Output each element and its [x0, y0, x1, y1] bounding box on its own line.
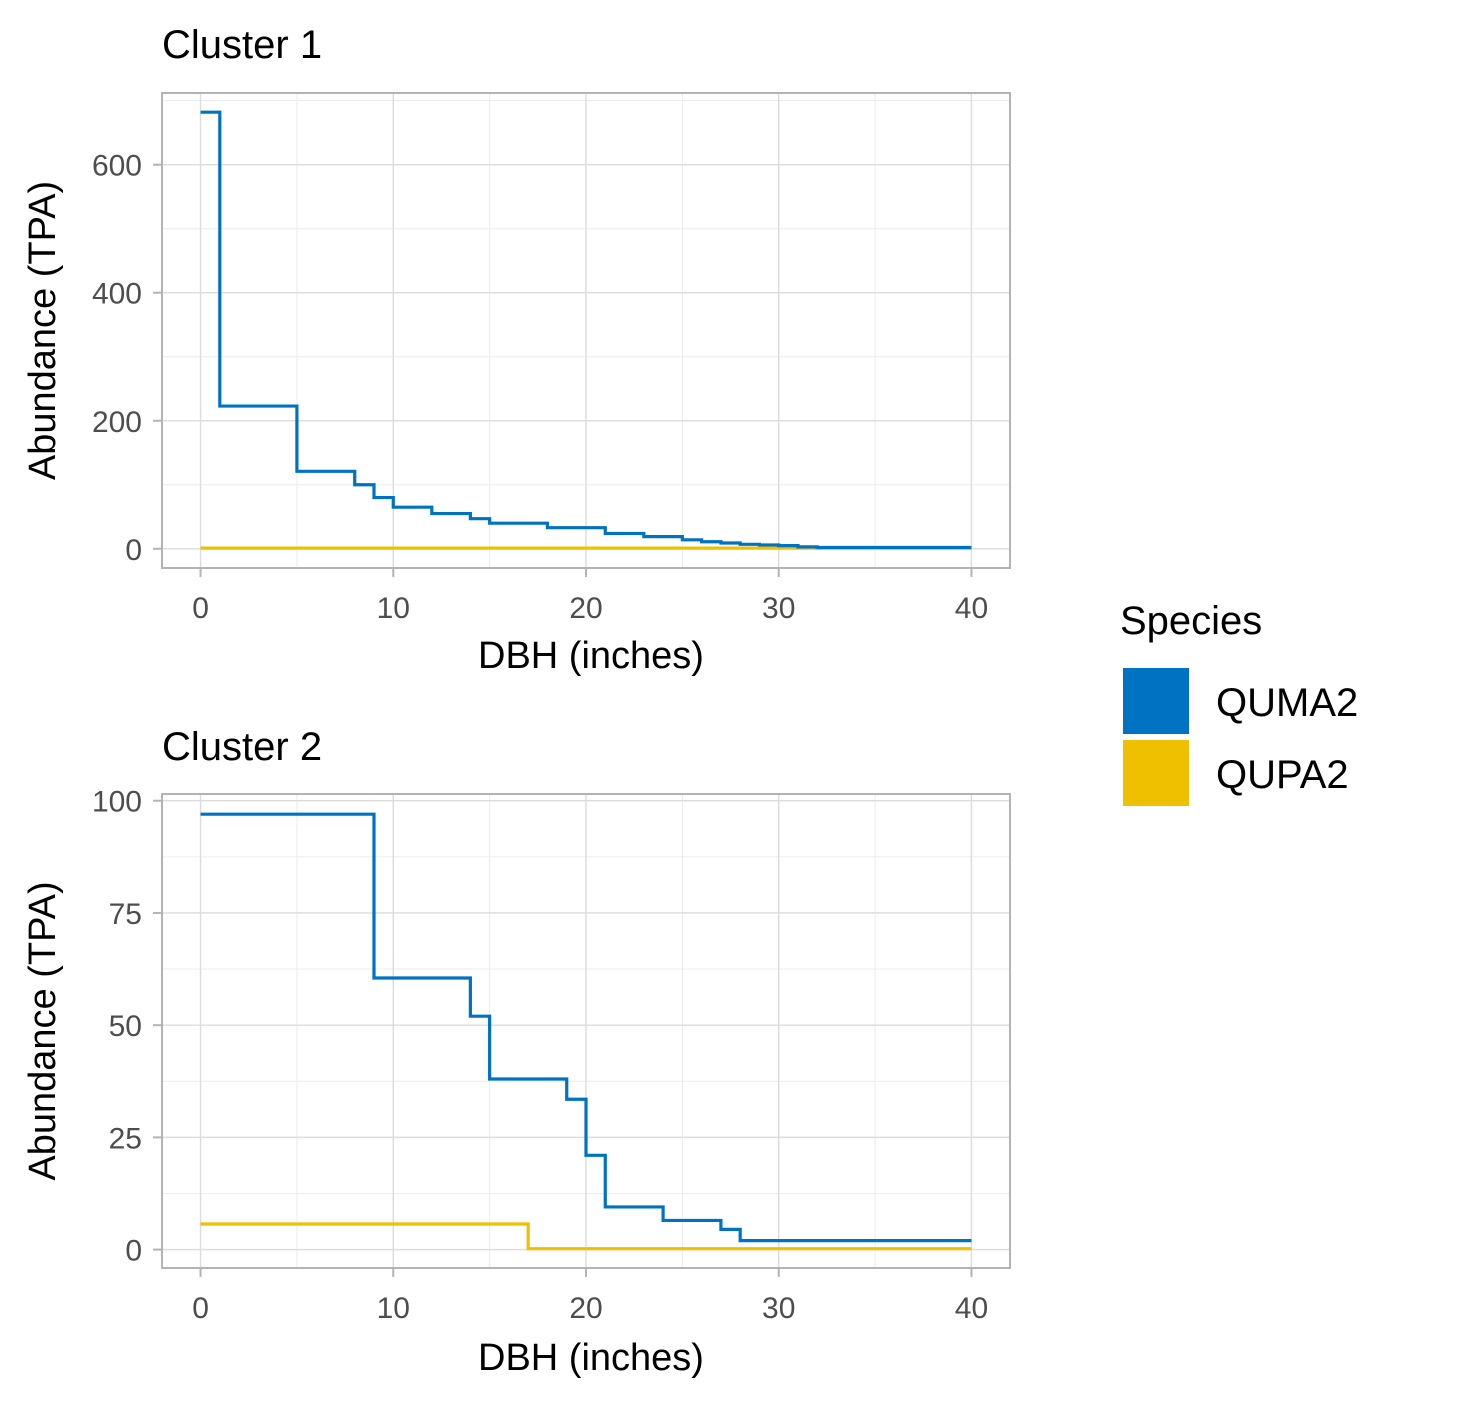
x-tick-label: 20	[569, 1292, 602, 1325]
x-tick-label: 0	[192, 592, 209, 625]
legend: Species QUMA2 QUPA2	[1120, 599, 1358, 806]
legend-label-qupa2: QUPA2	[1216, 753, 1349, 797]
series-line-quma2	[200, 812, 972, 1243]
y-tick-label: 0	[125, 534, 142, 567]
y-tick-label: 75	[109, 898, 142, 931]
panel-title: Cluster 2	[162, 725, 322, 769]
series-line-qupa2	[200, 1222, 972, 1251]
legend-swatch-quma2	[1123, 668, 1189, 734]
x-tick-label: 10	[377, 1292, 410, 1325]
y-axis-title: Abundance (TPA)	[22, 881, 64, 1180]
x-axis-title: DBH (inches)	[478, 1337, 704, 1379]
y-tick-label: 600	[92, 150, 142, 183]
x-tick-label: 0	[192, 1292, 209, 1325]
y-tick-label: 50	[109, 1010, 142, 1043]
x-tick-label: 20	[569, 592, 602, 625]
series-line-quma2	[200, 110, 972, 550]
y-axis-title: Abundance (TPA)	[22, 181, 64, 480]
panel-cluster-2: 0 10 20 30 40 0 25 50 75 100 Cluster 2 DBH (inches)…	[22, 725, 1011, 1379]
legend-swatch-qupa2	[1123, 740, 1189, 806]
x-axis-title: DBH (inches)	[478, 635, 704, 677]
x-tick-label: 30	[762, 1292, 795, 1325]
x-tick-label: 40	[955, 592, 988, 625]
y-tick-label: 400	[92, 278, 142, 311]
y-tick-label: 0	[125, 1235, 142, 1268]
legend-title: Species	[1120, 599, 1262, 643]
x-tick-label: 30	[762, 592, 795, 625]
x-tick-label: 40	[955, 1292, 988, 1325]
y-tick-label: 25	[109, 1122, 142, 1155]
legend-label-quma2: QUMA2	[1216, 681, 1358, 725]
y-tick-label: 200	[92, 406, 142, 439]
x-tick-label: 10	[377, 592, 410, 625]
y-tick-label: 100	[92, 786, 142, 819]
panel-title: Cluster 1	[162, 23, 322, 67]
